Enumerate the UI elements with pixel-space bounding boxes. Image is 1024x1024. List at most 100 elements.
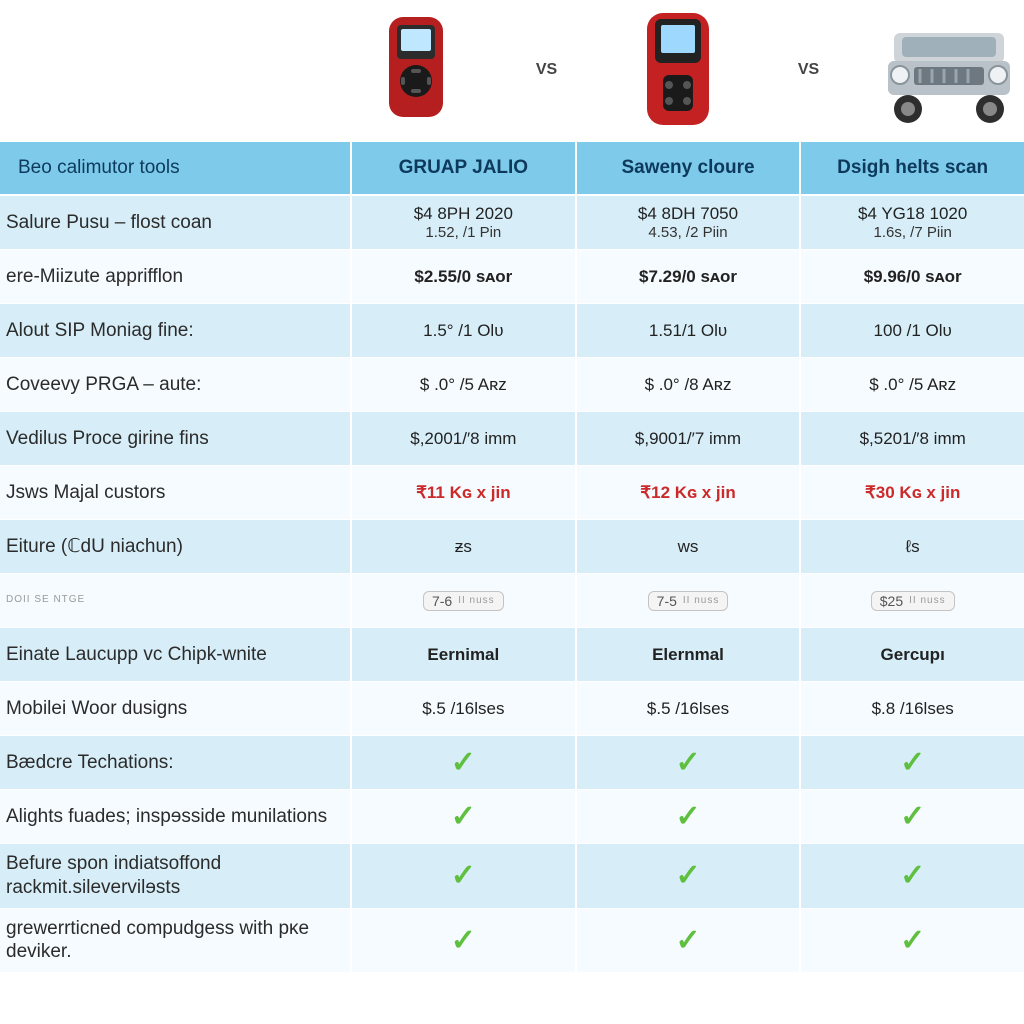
check-icon: ✓ [675,799,700,834]
cell-line-1: 1.51/1 Olυ [649,321,727,341]
row-cell: Eernimal [350,628,575,681]
row-cell: $.5 /16lses [350,682,575,735]
row-cell: $,5201/′8 imm [799,412,1024,465]
product-image-a [350,11,481,129]
badge-extra: II nuss [458,595,494,606]
row-label: Bædcre Techations: [0,736,350,789]
badge-value: 7-5 [657,593,677,609]
row-cell: $ .0° /5 Aʀz [799,358,1024,411]
row-cell: ✓ [350,909,575,973]
row-label: Alout SIP Moniag fine: [0,304,350,357]
cell-line-1: $ .0° /8 Aʀz [645,375,732,395]
table-row: DOII SE NTGE 7-6 II nuss 7-5II nuss $25 II nu… [0,574,1024,628]
vs-text: VS [530,61,563,79]
badge-value: $25 [880,593,903,609]
table-row: Mobilei Woor dusigns$.5 /16lses$.5 /16ls… [0,682,1024,736]
cell-line-1: $4 8DH 7050 [638,204,738,224]
row-cell: $25 II nuss [799,574,1024,627]
cell-line-1: ₹12 Kɢ x jin [640,483,735,503]
row-cell: $7.29/0 sᴀor [575,250,800,303]
row-cell: ✓ [350,844,575,908]
row-label: Salure Pusu – flost coan [0,196,350,249]
row-cell: $4 8PH 20201.52, /1 Pin [350,196,575,249]
vs-label-1: VS [481,61,612,79]
value-badge: 7-6 II nuss [423,591,504,611]
badge-extra: II nuss [909,595,945,606]
row-cell: ƶs [350,520,575,573]
check-icon: ✓ [900,745,925,780]
row-label: Mobilei Woor dusigns [0,682,350,735]
row-cell: ₹12 Kɢ x jin [575,466,800,519]
row-cell: Elernmal [575,628,800,681]
cell-line-1: ₹30 Kɢ x jin [865,483,960,503]
table-row: Eiture (ℂdU niachun)ƶs ws ℓs [0,520,1024,574]
row-cell: ✓ [799,844,1024,908]
badge-value: 7-6 [432,593,452,609]
row-cell: $ .0° /5 Aʀz [350,358,575,411]
check-icon: ✓ [451,858,476,893]
table-row: Jsws Majal custors₹11 Kɢ x jin ₹12 Kɢ x j… [0,466,1024,520]
row-label: Jsws Majal custors [0,466,350,519]
row-label: Vedilus Proce girine fins [0,412,350,465]
column-header-features: Beo calimutor tools [0,142,350,194]
row-cell: 7-5II nuss [575,574,800,627]
cell-line-1: Gercupı [881,645,945,665]
check-icon: ✓ [900,923,925,958]
cell-line-1: $2.55/0 sᴀor [414,267,512,287]
row-cell: $.8 /16lses [799,682,1024,735]
table-row: grewerrticned compudgess with pĸe devike… [0,909,1024,974]
rows-container: Salure Pusu – flost coan$4 8PH 20201.52,… [0,196,1024,973]
row-label: grewerrticned compudgess with pĸe devike… [0,909,350,973]
products-header: VS VS [0,0,1024,140]
row-cell: $ .0° /8 Aʀz [575,358,800,411]
check-icon: ✓ [900,799,925,834]
table-row: Befure spon indiatsoffond rackmit.sileve… [0,844,1024,909]
row-label: Eiture (ℂdU niachun) [0,520,350,573]
row-cell: Gercupı [799,628,1024,681]
table-row: ere-Miizute apprifflon $2.55/0 sᴀor $7.29/… [0,250,1024,304]
cell-line-1: $,2001/′8 imm [410,429,516,449]
row-cell: ✓ [350,790,575,843]
table-row: Salure Pusu – flost coan$4 8PH 20201.52,… [0,196,1024,250]
table-row: Einate Laucupp vc Chipk-wniteEernimalEle… [0,628,1024,682]
cell-line-1: $7.29/0 sᴀor [639,267,737,287]
cell-line-1: ws [678,537,699,557]
row-cell: $.5 /16lses [575,682,800,735]
row-cell: ✓ [575,790,800,843]
product-image-b [612,9,743,131]
row-cell: ✓ [575,909,800,973]
cell-line-1: ℓs [906,537,920,557]
row-cell: 1.51/1 Olυ [575,304,800,357]
check-icon: ✓ [675,745,700,780]
row-cell: ✓ [350,736,575,789]
cell-line-2: 1.52, /1 Pin [425,224,501,241]
row-cell: $,9001/′7 imm [575,412,800,465]
cell-line-1: $,9001/′7 imm [635,429,741,449]
column-headers: Beo calimutor tools GRUAP JALIO Saweny c… [0,140,1024,196]
row-cell: ✓ [799,790,1024,843]
row-label: Coveevy PRGA – aute: [0,358,350,411]
row-cell: ℓs [799,520,1024,573]
cell-line-1: $ .0° /5 Aʀz [869,375,956,395]
row-cell: $4 8DH 70504.53, /2 Pіin [575,196,800,249]
check-icon: ✓ [451,745,476,780]
cell-line-1: $9.96/0 sᴀor [864,267,962,287]
row-cell: ✓ [799,736,1024,789]
row-label: ere-Miizute apprifflon [0,250,350,303]
row-cell: ✓ [799,909,1024,973]
row-cell: ₹11 Kɢ x jin [350,466,575,519]
cell-line-1: 100 /1 Olυ [874,321,952,341]
check-icon: ✓ [675,858,700,893]
comparison-table: VS VS [0,0,1024,1024]
cell-line-1: $,5201/′8 imm [860,429,966,449]
cell-line-2: 1.6s, /7 Pіin [873,224,951,241]
cell-line-1: Elernmal [652,645,724,665]
row-label: DOII SE NTGE [0,574,350,627]
column-header-1: GRUAP JALIO [350,142,575,194]
row-label-tiny: DOII SE NTGE [6,594,85,607]
row-cell: ws [575,520,800,573]
check-icon: ✓ [451,923,476,958]
check-icon: ✓ [451,799,476,834]
cell-line-1: $4 YG18 1020 [858,204,967,224]
row-cell: $2.55/0 sᴀor [350,250,575,303]
